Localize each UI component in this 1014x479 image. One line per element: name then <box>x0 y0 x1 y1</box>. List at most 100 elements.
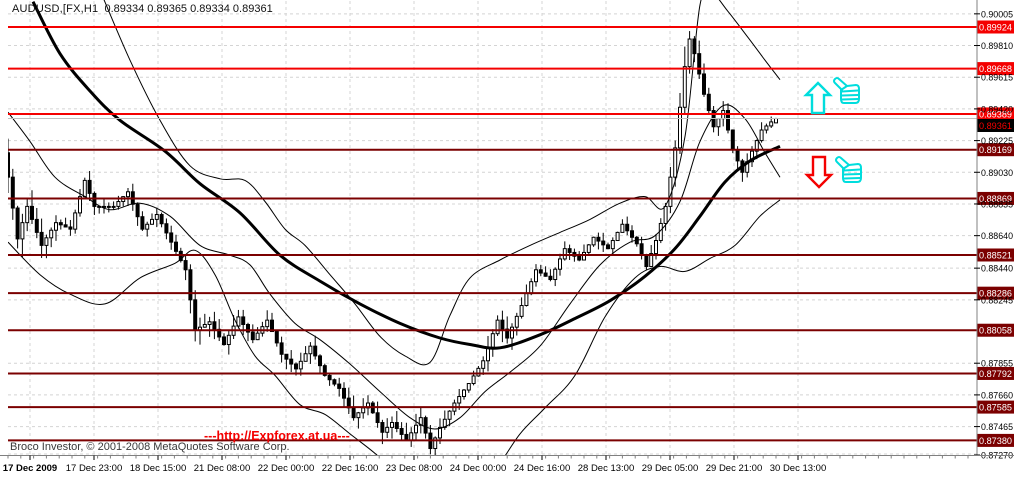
candle-body <box>639 243 644 256</box>
candle-body <box>471 375 476 385</box>
candle-body <box>510 326 514 339</box>
candle-body <box>270 319 274 333</box>
candle-body <box>318 355 322 367</box>
candle-body <box>601 240 606 246</box>
candle-body <box>735 149 740 162</box>
candle-body <box>188 269 193 301</box>
candle-body <box>54 222 58 231</box>
sr-price-box <box>977 323 1014 337</box>
candle-body <box>620 223 625 233</box>
candle-body <box>654 240 658 255</box>
candle-body <box>73 212 78 230</box>
candle-body <box>577 255 582 261</box>
candle-body <box>87 179 92 194</box>
candle-body <box>529 281 534 295</box>
time-tick-label: 18 Dec 15:00 <box>130 463 187 474</box>
bollinger-lower-line <box>8 199 781 455</box>
candle-body <box>495 319 500 335</box>
candle-body <box>697 53 702 75</box>
candle-body <box>380 422 385 433</box>
time-tick-label: 24 Dec 00:00 <box>450 463 507 474</box>
candle-body <box>140 216 145 230</box>
candle-body <box>63 224 68 228</box>
candle-body <box>409 432 414 441</box>
candle-body <box>313 345 318 357</box>
sr-price-box-label: 0.87792 <box>979 369 1012 379</box>
candle-body <box>730 129 735 151</box>
candle-body <box>174 241 178 252</box>
candle-body <box>673 147 678 178</box>
time-tick-label: 21 Dec 08:00 <box>194 463 251 474</box>
chart-objects-layer <box>803 77 862 189</box>
time-tick-label: 29 Dec 21:00 <box>706 463 763 474</box>
candle-body <box>44 237 49 246</box>
sr-price-box-label: 0.88286 <box>979 289 1012 299</box>
candle-body <box>610 240 615 250</box>
candle-body <box>548 275 553 281</box>
candle-body <box>284 353 289 360</box>
price-tick-label: 0.89810 <box>981 41 1013 51</box>
time-tick-label: 29 Dec 05:00 <box>642 463 699 474</box>
candle-body <box>111 205 116 208</box>
candle-body <box>682 66 687 108</box>
candle-body <box>303 353 308 362</box>
candle-body <box>519 305 524 317</box>
candle-body <box>351 407 356 419</box>
candle-body <box>447 410 452 420</box>
time-tick-label: 17 Dec 2009 <box>3 463 57 474</box>
time-tick-label: 24 Dec 16:00 <box>514 463 571 474</box>
candle-body <box>265 319 270 328</box>
candle-body <box>438 426 442 439</box>
candle-body <box>433 437 438 450</box>
sr-price-box <box>977 143 1014 157</box>
candle-body <box>150 218 154 225</box>
candles-layer <box>8 31 778 455</box>
sr-price-box-label: 0.88521 <box>979 250 1012 260</box>
candle-body <box>457 396 462 404</box>
candle-body <box>774 117 778 124</box>
candle-body <box>476 367 481 377</box>
thumb-up-icon-2[interactable] <box>835 156 862 183</box>
candle-body <box>255 332 260 341</box>
candle-body <box>399 427 404 435</box>
price-tick-label: 0.88245 <box>981 295 1013 305</box>
candle-body <box>222 336 226 346</box>
grid-layer <box>8 1 977 455</box>
price-tick-label: 0.89030 <box>981 168 1013 178</box>
time-tick-label: 30 Dec 13:00 <box>770 463 827 474</box>
candle-body <box>769 121 774 127</box>
candle-body <box>207 321 212 325</box>
price-tick-label: 0.88640 <box>981 231 1013 241</box>
sr-price-box-label: 0.88869 <box>979 194 1012 204</box>
candle-body <box>586 244 591 253</box>
candle-body <box>524 293 529 307</box>
candle-body <box>390 422 394 428</box>
candle-body <box>553 268 558 281</box>
indicators-layer <box>8 0 781 455</box>
candle-body <box>327 374 332 381</box>
price-tick-label: 0.90005 <box>981 9 1013 19</box>
current-price-box <box>977 118 1014 132</box>
candle-body <box>337 383 342 389</box>
candle-body <box>322 365 327 376</box>
candle-body <box>226 334 231 346</box>
sr-price-box <box>977 107 1014 121</box>
time-tick-label: 22 Dec 00:00 <box>258 463 315 474</box>
candle-body <box>726 110 730 131</box>
candle-body <box>385 426 390 433</box>
thumb-up-shape <box>835 156 862 183</box>
candle-body <box>298 360 303 370</box>
candle-body <box>30 205 34 220</box>
candle-body <box>274 331 279 344</box>
candle-body <box>58 222 63 226</box>
candle-body <box>514 315 519 328</box>
arrow-up-shape <box>803 81 833 115</box>
up-arrow-icon[interactable] <box>803 81 833 115</box>
down-arrow-icon[interactable] <box>804 155 834 189</box>
candle-body <box>500 319 505 330</box>
candle-body <box>241 316 246 325</box>
candle-body <box>687 38 692 68</box>
thumb-up-icon-1[interactable] <box>833 77 860 104</box>
candle-body <box>630 230 634 238</box>
candle-body <box>8 152 10 178</box>
